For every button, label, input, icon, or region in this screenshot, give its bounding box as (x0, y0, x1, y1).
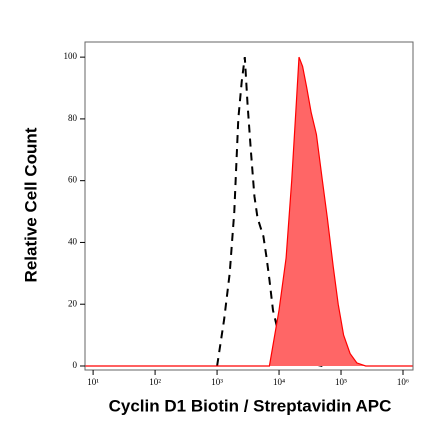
x-tick-label: 10⁵ (335, 377, 347, 387)
plot-frame (84, 41, 414, 371)
y-tick-label: 80 (68, 113, 78, 123)
series-line (85, 56, 413, 367)
x-tick-label: 10¹ (87, 377, 99, 387)
x-tick-label: 10⁴ (273, 377, 285, 387)
y-axis-label: Relative Cell Count (21, 127, 40, 282)
y-tick-label: 60 (68, 175, 78, 185)
y-tick-label: 20 (68, 298, 78, 308)
area (85, 57, 413, 366)
x-axis-label: Cyclin D1 Biotin / Streptavidin APC (109, 396, 392, 415)
x-tick-label: 10⁶ (397, 377, 409, 387)
y-tick-label: 100 (64, 51, 78, 61)
y-tick-label: 40 (68, 237, 78, 247)
y-tick-label: 0 (73, 360, 78, 370)
x-tick-label: 10² (149, 377, 161, 387)
x-tick-label: 10³ (211, 377, 223, 387)
